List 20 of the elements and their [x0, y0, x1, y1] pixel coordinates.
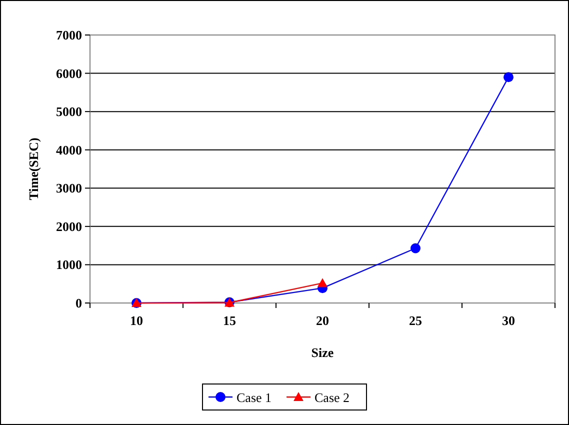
x-tick-label: 25 — [409, 313, 422, 328]
x-tick-label: 15 — [223, 313, 236, 328]
y-tick-label: 2000 — [56, 218, 82, 234]
y-tick-label: 3000 — [56, 180, 82, 196]
x-tick-label: 20 — [316, 313, 329, 328]
y-tick-label: 5000 — [56, 104, 82, 120]
x-tick-label: 10 — [130, 313, 143, 328]
y-tick-label: 7000 — [56, 28, 82, 42]
legend-label: Case 1 — [236, 390, 272, 405]
x-tick-label: 30 — [502, 313, 515, 328]
y-tick-label: 0 — [76, 296, 82, 310]
point — [318, 278, 328, 288]
legend-label: Case 2 — [314, 390, 350, 405]
x-axis-title: Size — [311, 345, 334, 360]
point — [504, 72, 514, 82]
y-tick-label: 4000 — [56, 142, 82, 158]
point — [410, 243, 420, 254]
y-tick-label: 1000 — [56, 257, 82, 272]
y-axis-title: Time(SEC) — [26, 138, 41, 200]
y-tick-label: 6000 — [56, 66, 82, 81]
